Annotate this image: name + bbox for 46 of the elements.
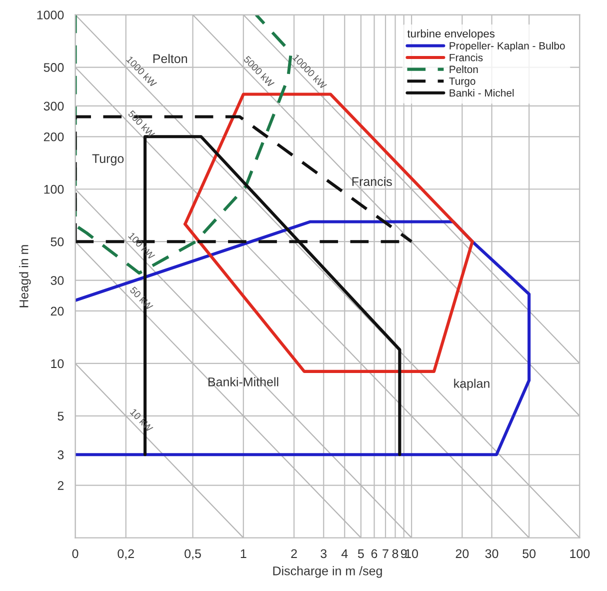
- y-tick-label: 2: [58, 481, 64, 490]
- x-tick-label: 9: [400, 549, 407, 558]
- y-tick-label: 1000: [37, 10, 64, 20]
- x-tick-label: 0,2: [118, 549, 134, 560]
- x-tick-label: 1: [240, 549, 246, 558]
- x-tick-label: 0: [72, 549, 78, 558]
- y-tick-label: 100: [44, 184, 64, 194]
- text: 50 kW: [130, 286, 154, 311]
- x-tick-label: 50: [522, 549, 536, 558]
- legend-label: Pelton: [450, 65, 478, 74]
- legend-label: Banki - Michel: [450, 88, 514, 97]
- y-tick-label: 50: [50, 237, 64, 246]
- annotation: Francis: [352, 176, 392, 186]
- x-tick-label: 4: [341, 549, 348, 558]
- legend-title: turbine envelopes: [407, 29, 495, 40]
- x-tick-label: 20: [456, 549, 469, 558]
- x-axis-title: Discharge in m /seg: [273, 566, 382, 578]
- x-tick-label: 6: [371, 549, 378, 558]
- y-tick-label: 200: [44, 132, 64, 142]
- x-tick-label: 7: [382, 549, 388, 558]
- x-tick-label: 0,5: [184, 549, 201, 560]
- y-tick-label: 300: [44, 102, 64, 111]
- x-tick-label: 30: [485, 549, 498, 558]
- legend-label: Francis: [450, 54, 483, 62]
- y-tick-label: 30: [50, 276, 64, 285]
- y-tick-label: 20: [50, 306, 64, 316]
- text: 10 kW: [130, 408, 154, 432]
- y-tick-label: 10: [51, 359, 64, 368]
- annotation: kaplan: [454, 378, 490, 390]
- legend-label: Propeller- Kaplan - Bulbo: [450, 42, 565, 52]
- text: 500 kW: [128, 110, 156, 138]
- legend-label: Turgo: [449, 78, 476, 87]
- x-tick-label: 10: [406, 549, 418, 558]
- annotation: Banki-Mithell: [208, 377, 278, 386]
- y-axis-title: Heagd in m: [19, 245, 31, 308]
- annotation: Turgo: [92, 154, 124, 166]
- x-tick-label: 3: [320, 549, 327, 558]
- y-tick-label: 3: [58, 450, 64, 460]
- x-tick-label: 5: [358, 549, 364, 558]
- y-tick-label: 5: [58, 412, 64, 421]
- annotation: Pelton: [153, 54, 188, 64]
- x-tick-label: 100: [570, 549, 590, 558]
- y-tick-label: 500: [44, 63, 64, 72]
- text: 100 kW: [128, 232, 156, 260]
- x-tick-label: 8: [392, 549, 398, 558]
- x-tick-label: 2: [291, 549, 297, 558]
